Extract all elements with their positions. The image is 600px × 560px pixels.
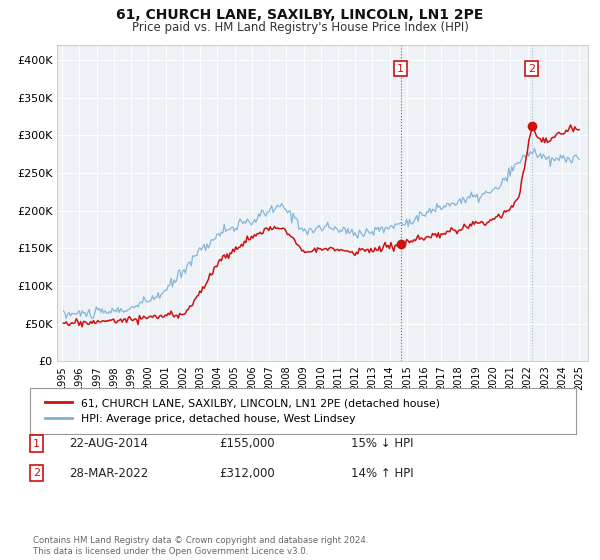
Text: 2: 2	[528, 64, 535, 73]
Text: 61, CHURCH LANE, SAXILBY, LINCOLN, LN1 2PE: 61, CHURCH LANE, SAXILBY, LINCOLN, LN1 2…	[116, 8, 484, 22]
Text: £155,000: £155,000	[219, 437, 275, 450]
Legend: 61, CHURCH LANE, SAXILBY, LINCOLN, LN1 2PE (detached house), HPI: Average price,: 61, CHURCH LANE, SAXILBY, LINCOLN, LN1 2…	[41, 394, 444, 428]
Text: 1: 1	[397, 64, 404, 73]
Text: 15% ↓ HPI: 15% ↓ HPI	[351, 437, 413, 450]
Text: 14% ↑ HPI: 14% ↑ HPI	[351, 466, 413, 480]
Text: Contains HM Land Registry data © Crown copyright and database right 2024.
This d: Contains HM Land Registry data © Crown c…	[33, 536, 368, 556]
Text: 22-AUG-2014: 22-AUG-2014	[69, 437, 148, 450]
Text: Price paid vs. HM Land Registry's House Price Index (HPI): Price paid vs. HM Land Registry's House …	[131, 21, 469, 34]
Text: 28-MAR-2022: 28-MAR-2022	[69, 466, 148, 480]
Text: £312,000: £312,000	[219, 466, 275, 480]
Text: 2: 2	[33, 468, 40, 478]
Text: 1: 1	[33, 438, 40, 449]
